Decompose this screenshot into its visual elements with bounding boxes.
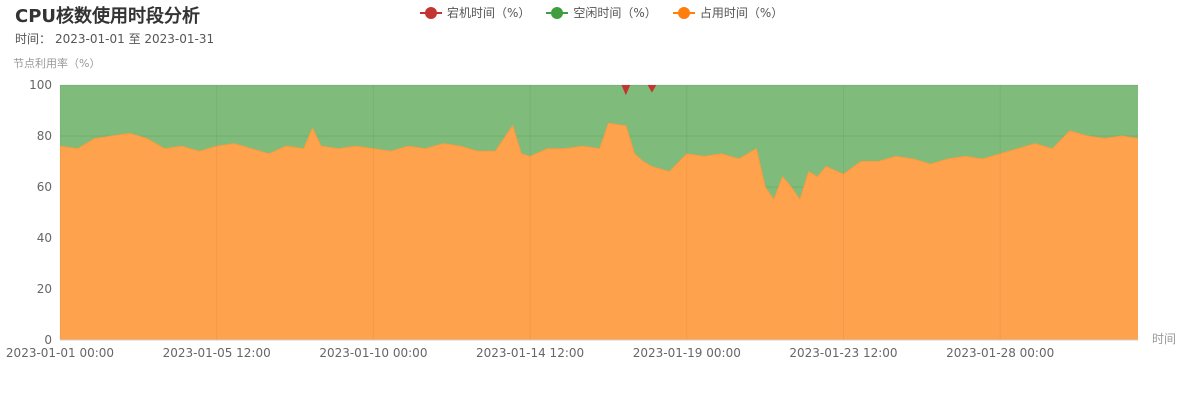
series-area-downtime [621, 85, 631, 96]
legend: 宕机时间（%） 空闲时间（%） 占用时间（%） [420, 4, 783, 21]
series-area-usage [60, 123, 1138, 340]
legend-label: 宕机时间（%） [447, 6, 531, 20]
x-tick-label: 2023-01-10 00:00 [319, 346, 427, 360]
legend-marker-icon [420, 6, 442, 19]
legend-marker-icon [546, 6, 569, 19]
legend-marker-icon [672, 6, 695, 19]
y-tick-label: 0 [44, 333, 52, 347]
y-tick-label: 40 [37, 231, 52, 245]
legend-label: 占用时间（%） [699, 6, 784, 20]
x-tick-label: 2023-01-23 12:00 [789, 346, 897, 360]
time-range-label: 时间： [15, 32, 52, 46]
chart-title: CPU核数使用时段分析 [15, 6, 201, 27]
series-area-downtime [647, 85, 657, 93]
x-tick-label: 2023-01-01 00:00 [6, 346, 114, 360]
y-tick-label: 60 [37, 180, 52, 194]
legend-item-usage[interactable]: 占用时间（%） [672, 4, 784, 21]
time-range: 时间： 2023-01-01 至 2023-01-31 [15, 30, 218, 47]
x-tick-label: 2023-01-19 00:00 [633, 346, 741, 360]
time-range-value: 2023-01-01 至 2023-01-31 [55, 32, 215, 46]
x-axis-name: 时间 [1152, 332, 1176, 346]
y-tick-label: 20 [37, 282, 52, 296]
y-tick-label: 100 [29, 78, 52, 92]
x-tick-label: 2023-01-05 12:00 [163, 346, 271, 360]
y-tick-label: 80 [37, 129, 52, 143]
series-line-usage [59, 122, 1139, 201]
legend-item-downtime[interactable]: 宕机时间（%） [420, 4, 530, 21]
x-tick-label: 2023-01-28 00:00 [946, 346, 1054, 360]
legend-label: 空闲时间（%） [573, 6, 657, 20]
y-axis-label: 节点利用率（%） [13, 57, 101, 70]
x-tick-label: 2023-01-14 12:00 [476, 346, 584, 360]
legend-item-idle[interactable]: 空闲时间（%） [546, 4, 657, 21]
